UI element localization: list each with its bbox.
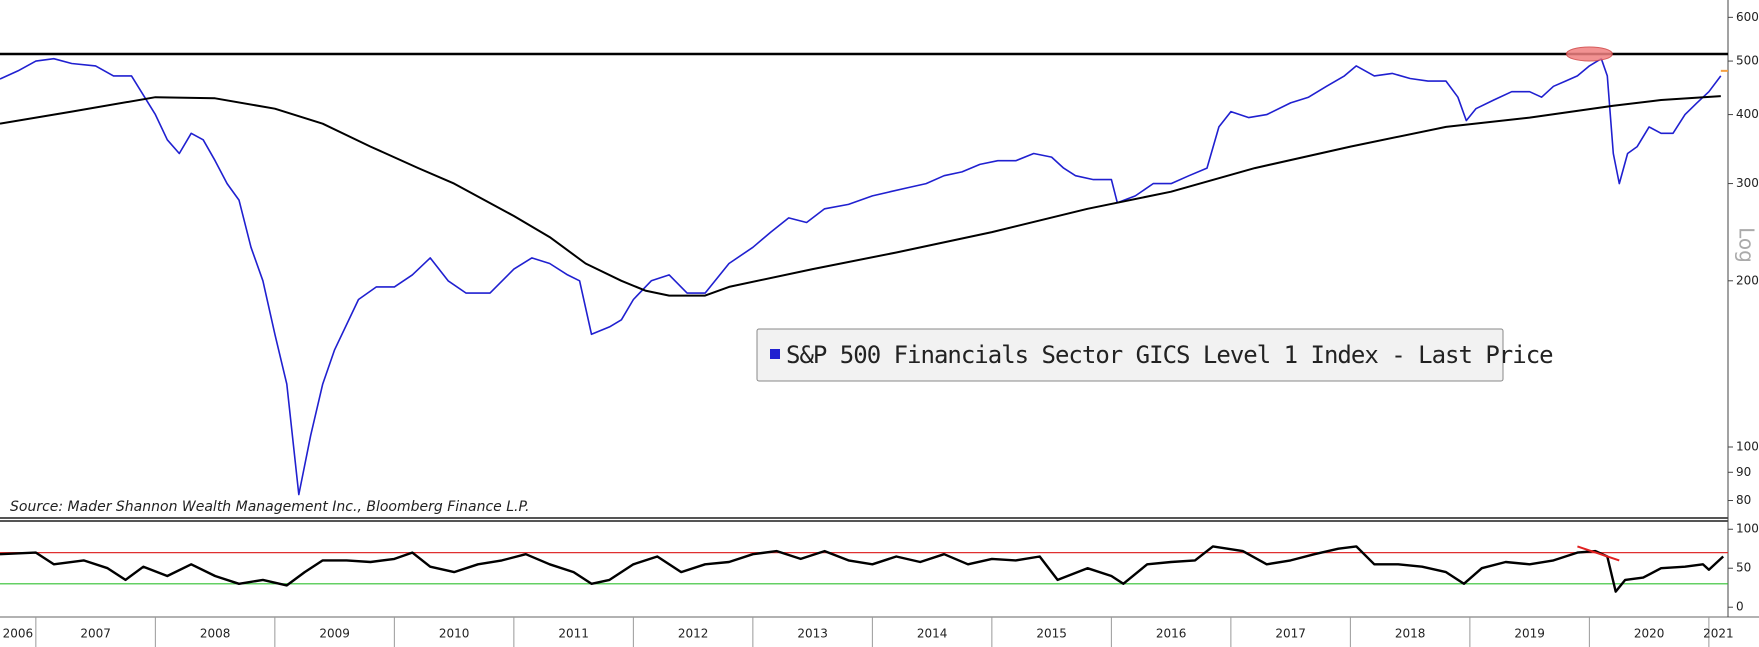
y-tick-label: 90 [1736,465,1751,479]
x-tick-label: 2006 [3,627,34,641]
x-tick-label: 2020 [1634,627,1665,641]
x-tick-label: 2011 [558,627,589,641]
y-tick-label: 500 [1736,54,1759,68]
y-tick-label: 100 [1736,440,1759,454]
x-tick-label: 2016 [1156,627,1187,641]
x-tick-label: 2021 [1703,627,1734,641]
x-tick-label: 2017 [1275,627,1306,641]
y-tick-label: 200 [1736,273,1759,287]
x-tick-label: 2015 [1036,627,1067,641]
x-tick-label: 2013 [797,627,828,641]
plot-area [0,52,1728,496]
y-tick-label: 600 [1736,10,1759,24]
y-tick-label: 400 [1736,107,1759,121]
x-tick-label: 2012 [678,627,709,641]
x-tick-label: 2007 [80,627,111,641]
x-tick-label: 2008 [200,627,231,641]
series-line [0,57,1722,496]
x-tick-label: 2014 [917,627,948,641]
legend-swatch [770,349,780,359]
legend-label: S&P 500 Financials Sector GICS Level 1 I… [786,341,1553,369]
y-tick-label: 50 [1736,561,1751,575]
x-tick-label: 2018 [1395,627,1426,641]
annotation-segment [1577,545,1620,562]
y-tick-label: 80 [1736,493,1751,507]
y-tick-label: 100 [1736,522,1759,536]
y-tick-label: 300 [1736,176,1759,190]
x-tick-label: 2009 [319,627,350,641]
source-note: Source: Mader Shannon Wealth Management … [10,499,529,515]
x-tick-label: 2019 [1514,627,1545,641]
series-line [0,95,1721,297]
y-axis-label: Log [1735,227,1759,263]
highlight-marker [1565,46,1613,62]
series-line [0,545,1725,593]
x-tick-label: 2010 [439,627,470,641]
legend-box [756,328,1504,382]
plot-area [0,545,1728,593]
y-tick-label: 0 [1736,600,1744,614]
